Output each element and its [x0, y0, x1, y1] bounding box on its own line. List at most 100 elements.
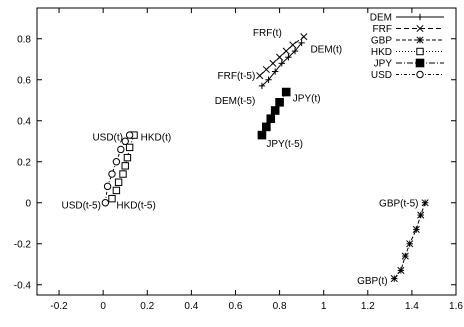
- hkd-data-point: [121, 162, 129, 170]
- dem-data-point: [278, 60, 285, 67]
- square-filled-shape: [257, 130, 267, 140]
- x-stroke: [289, 41, 297, 49]
- circle-open-shape: [108, 170, 116, 178]
- star-stroke: [401, 252, 409, 260]
- point-label: FRF(t): [253, 28, 282, 39]
- star-stroke: [416, 36, 424, 44]
- x-tick-label: 1.6: [449, 301, 463, 312]
- star-stroke: [421, 199, 429, 207]
- legend-marker-sample: [416, 13, 424, 21]
- x-tick-label: 0: [100, 301, 106, 312]
- jpy-data-point: [262, 122, 271, 132]
- legend-marker-sample: [416, 70, 424, 79]
- square-open-shape: [114, 178, 123, 186]
- series-jpy: [257, 87, 291, 140]
- gbp-data-point: [401, 252, 409, 260]
- square-open-shape: [119, 170, 127, 178]
- series-layer: [101, 33, 429, 283]
- point-label: GBP(t): [357, 276, 388, 287]
- x-stroke: [269, 59, 277, 67]
- square-filled-shape: [275, 98, 284, 107]
- gbp-data-point: [417, 211, 425, 219]
- point-label: DEM(t-5): [215, 96, 256, 107]
- legend-label: GBP: [371, 36, 392, 47]
- y-tick-label: -0.4: [14, 280, 32, 291]
- square-open-shape: [416, 47, 424, 56]
- dem-data-point: [291, 47, 299, 55]
- hkd-data-point: [108, 194, 116, 203]
- square-open-shape: [108, 194, 116, 203]
- hkd-data-point: [114, 178, 123, 186]
- circle-open-shape: [103, 182, 112, 191]
- legend-item-dem: DEM: [370, 13, 444, 24]
- point-label: HKD(t-5): [116, 200, 155, 211]
- hkd-data-point: [125, 143, 134, 152]
- x-stroke: [256, 72, 264, 80]
- series-usd: [101, 131, 134, 207]
- frf-data-point: [262, 65, 270, 74]
- legend-marker-sample: [416, 36, 424, 44]
- hkd-data-point: [112, 186, 121, 195]
- circle-open-shape: [125, 131, 134, 139]
- y-tick-label: 0: [25, 198, 31, 209]
- x-stroke: [300, 33, 308, 41]
- circle-open-shape: [101, 199, 110, 207]
- square-filled-shape: [266, 114, 276, 124]
- plot-border: [36, 7, 457, 296]
- y-tick-label: 0.4: [17, 116, 31, 127]
- y-tick-label: 0.8: [17, 34, 31, 45]
- x-tick-label: 1: [321, 301, 327, 312]
- dem-data-point: [265, 76, 272, 83]
- square-open-shape: [125, 143, 134, 152]
- star-stroke: [397, 266, 405, 274]
- usd-data-point: [121, 137, 129, 145]
- x-stroke: [276, 53, 284, 61]
- frf-data-point: [269, 59, 277, 67]
- square-open-shape: [112, 186, 121, 195]
- frf-data-point: [256, 72, 264, 80]
- y-tick-label: 0.2: [17, 157, 31, 168]
- square-filled-shape: [281, 87, 291, 97]
- square-open-shape: [123, 153, 132, 162]
- hkd-data-point: [123, 153, 132, 162]
- x-tick-label: -0.2: [50, 301, 68, 312]
- gbp-data-point: [397, 266, 405, 274]
- usd-data-point: [125, 131, 134, 139]
- x-tick-label: 0.8: [273, 301, 287, 312]
- star-stroke: [390, 275, 398, 283]
- circle-open-shape: [416, 70, 424, 79]
- point-label: USD(t): [92, 133, 123, 144]
- usd-data-point: [117, 145, 125, 154]
- square-open-shape: [121, 162, 129, 170]
- x-tick-label: 0.4: [184, 301, 198, 312]
- circle-open-shape: [112, 158, 121, 166]
- point-label: DEM(t): [310, 45, 342, 56]
- star-stroke: [406, 240, 414, 248]
- point-labels: FRF(t) DEM(t) FRF(t-5) DEM(t-5) JPY(t) JPY(t-…: [61, 28, 418, 287]
- legend-item-gbp: GBP: [371, 36, 444, 47]
- jpy-data-point: [270, 106, 280, 115]
- legend-marker-sample: [416, 24, 424, 33]
- point-label: FRF(t-5): [218, 71, 256, 82]
- dem-data-point: [285, 54, 292, 61]
- square-filled-shape: [262, 122, 271, 132]
- point-label: JPY(t-5): [266, 139, 303, 150]
- circle-open-shape: [117, 145, 125, 154]
- gbp-data-point: [412, 225, 420, 233]
- point-label: USD(t-5): [61, 200, 100, 211]
- series-gbp: [390, 199, 429, 283]
- x-tick-label: 0.6: [229, 301, 243, 312]
- hkd-data-point: [119, 170, 127, 178]
- point-label: GBP(t-5): [379, 198, 418, 209]
- square-filled-shape: [415, 58, 425, 68]
- jpy-data-point: [266, 114, 276, 124]
- axis-ticks: -0.2 0 0.2 0.4 0.6 0.8 1 1.2 1.4 1.6 -0.4 -0.2 0 0.2 0…: [14, 8, 463, 312]
- circle-open-shape: [121, 137, 129, 145]
- usd-data-point: [112, 158, 121, 166]
- dem-data-point: [271, 68, 279, 75]
- usd-data-point: [103, 182, 112, 191]
- plot-frame: [36, 7, 457, 296]
- x-stroke: [416, 24, 424, 33]
- series-dem: [258, 39, 305, 90]
- usd-data-point: [108, 170, 116, 178]
